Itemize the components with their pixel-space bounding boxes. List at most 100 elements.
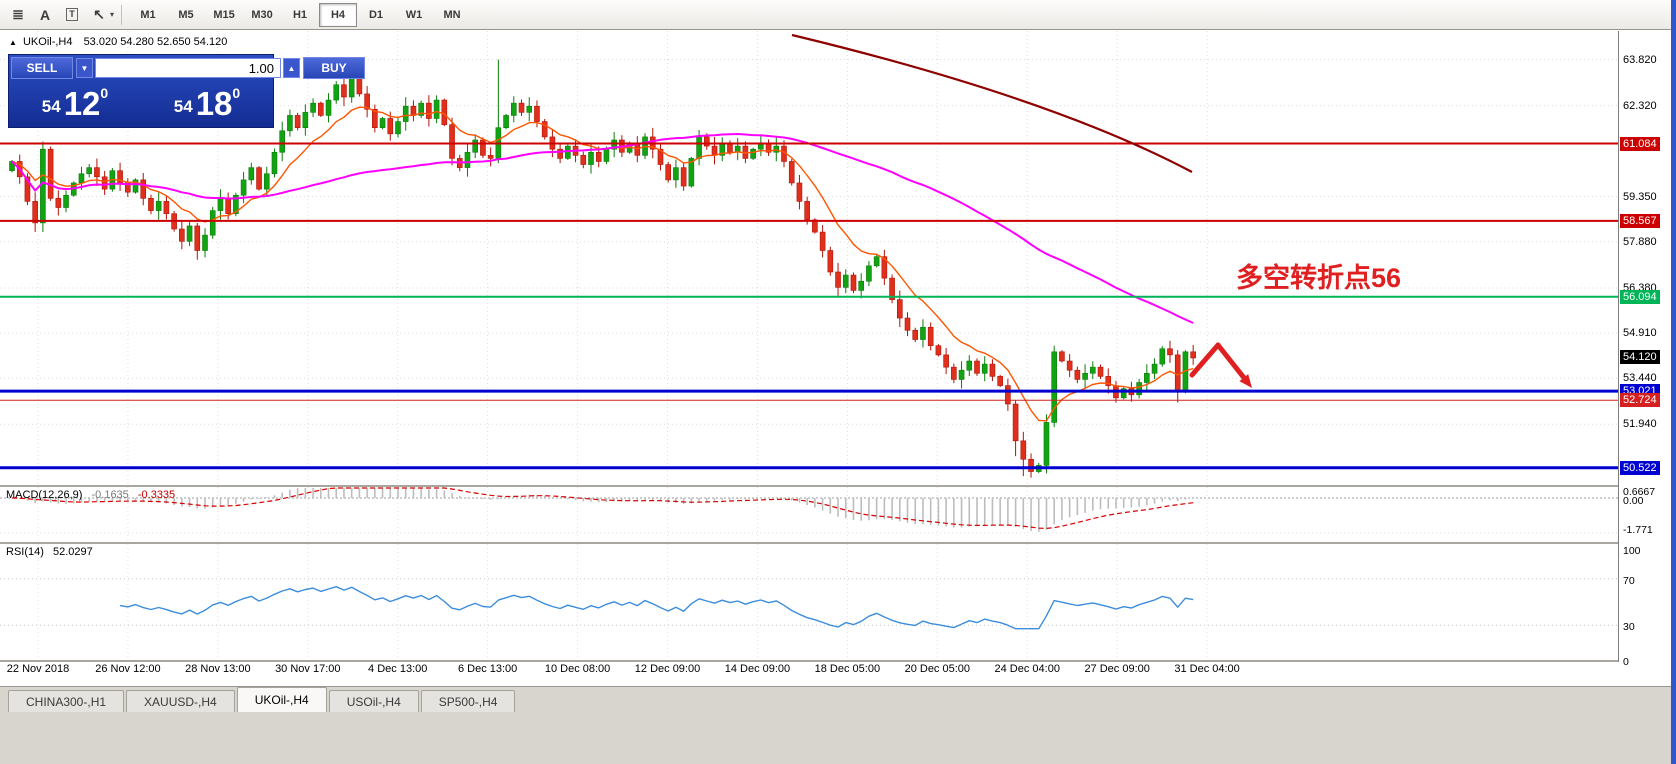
text-box-icon[interactable]: T bbox=[59, 4, 85, 26]
price-tick: 57.880 bbox=[1623, 235, 1657, 248]
fast-ma bbox=[11, 106, 1194, 422]
buy-price-prefix: 54 bbox=[173, 97, 193, 116]
objects-list-icon[interactable]: ≣ bbox=[12, 6, 24, 22]
sell-price[interactable]: 54 12 0 bbox=[9, 81, 141, 125]
symbol-name: UKOil-,H4 bbox=[22, 36, 73, 48]
chevron-down-icon[interactable]: ▾ bbox=[110, 10, 115, 19]
text-label-icon[interactable]: A bbox=[39, 6, 51, 23]
buy-price-sup: 0 bbox=[232, 85, 241, 101]
tool-icons: ≣ A T ↖ bbox=[5, 4, 113, 26]
timeframe-M5[interactable]: M5 bbox=[178, 8, 194, 21]
one-click-trading-panel: SELL ▼ ▲ BUY 54 12 0 54 18 0 bbox=[8, 54, 365, 128]
rsi-value: 52.0297 bbox=[52, 546, 93, 558]
macd-scale-label: 0.00 bbox=[1623, 495, 1644, 507]
window-bottom-area bbox=[0, 712, 1676, 764]
horizontal-level-lines[interactable] bbox=[0, 142, 1618, 470]
chart-tab-sp500h4[interactable]: SP500-,H4 bbox=[420, 690, 516, 712]
price-axis[interactable]: 63.820 62.320 59.350 57.880 56.380 54.910 53.4… bbox=[1618, 31, 1672, 668]
panel-separator[interactable] bbox=[0, 660, 1671, 662]
rsi-scale-label: 0 bbox=[1623, 656, 1629, 668]
price-tick: 63.820 bbox=[1623, 53, 1657, 66]
macd-signal-value: -0.3335 bbox=[137, 489, 176, 501]
rsi-label: RSI(14) 52.0297 bbox=[6, 546, 93, 558]
volume-input[interactable] bbox=[95, 58, 281, 78]
macd-signal-line bbox=[11, 487, 1194, 530]
macd-panel-canvas[interactable] bbox=[0, 487, 1618, 542]
toolbar-separator bbox=[121, 4, 123, 25]
level-price-label: 50.522 bbox=[1620, 460, 1660, 475]
cursor-icon[interactable]: ↖ bbox=[93, 6, 105, 22]
window-border bbox=[1671, 0, 1676, 764]
symbol-header: ▲ UKOil-,H4 53.020 54.280 52.650 54.120 bbox=[9, 36, 227, 48]
time-label: 6 Dec 13:00 bbox=[457, 663, 518, 675]
rsi-scale-label: 100 bbox=[1623, 545, 1641, 557]
candles bbox=[9, 59, 1196, 478]
timeframe-M1[interactable]: M1 bbox=[140, 8, 156, 21]
macd-name: MACD(12,26,9) bbox=[6, 489, 83, 501]
level-price-label: 58.567 bbox=[1620, 213, 1660, 228]
buy-price-big: 18 bbox=[195, 84, 233, 122]
time-label: 27 Dec 09:00 bbox=[1084, 663, 1150, 675]
arrow-annotation[interactable] bbox=[1189, 342, 1252, 388]
level-price-label: 52.724 bbox=[1620, 393, 1660, 408]
trend-line[interactable] bbox=[791, 33, 1193, 173]
chart-tab-china300h1[interactable]: CHINA300-,H1 bbox=[8, 690, 125, 712]
macd-scale-label: -1.771 bbox=[1623, 524, 1653, 536]
time-label: 4 Dec 13:00 bbox=[368, 663, 428, 675]
rsi-panel-canvas[interactable] bbox=[0, 544, 1618, 660]
time-label: 30 Nov 17:00 bbox=[275, 663, 341, 675]
sell-price-big: 12 bbox=[63, 84, 101, 122]
time-label: 26 Nov 12:00 bbox=[95, 663, 161, 675]
price-tick: 51.940 bbox=[1623, 418, 1657, 431]
chart-tab-ukoilh4[interactable]: UKOil-,H4 bbox=[236, 687, 327, 712]
chart-tab-xauusdh4[interactable]: XAUUSD-,H4 bbox=[126, 690, 235, 712]
rsi-scale-label: 70 bbox=[1623, 575, 1635, 587]
chart-tab-usoilh4[interactable]: USOil-,H4 bbox=[328, 690, 419, 712]
time-label: 28 Nov 13:00 bbox=[185, 663, 251, 675]
panel-separator[interactable] bbox=[0, 542, 1671, 544]
time-axis[interactable]: 22 Nov 2018 26 Nov 12:00 28 Nov 13:00 30 No… bbox=[0, 663, 1618, 683]
collapse-triangle-icon[interactable]: ▲ bbox=[9, 38, 17, 47]
buy-button[interactable]: BUY bbox=[303, 57, 365, 79]
sell-price-prefix: 54 bbox=[41, 97, 61, 116]
timeframe-MN[interactable]: MN bbox=[443, 8, 461, 21]
buy-price[interactable]: 54 18 0 bbox=[141, 81, 273, 125]
level-price-label: 61.084 bbox=[1620, 136, 1660, 151]
main-chart-canvas[interactable] bbox=[0, 31, 1618, 485]
macd-main-value: -0.1635 bbox=[91, 489, 129, 501]
chart-tabs-bar: CHINA300-,H1 XAUUSD-,H4 UKOil-,H4 USOil-,H4… bbox=[0, 686, 1676, 712]
time-label: 22 Nov 2018 bbox=[6, 663, 70, 675]
time-label: 14 Dec 09:00 bbox=[724, 663, 791, 675]
macd-scale-label: 0.6667 bbox=[1623, 486, 1656, 498]
timeframe-M30[interactable]: M30 bbox=[251, 8, 273, 21]
volume-increase-button[interactable]: ▲ bbox=[283, 58, 300, 78]
time-label: 31 Dec 04:00 bbox=[1174, 663, 1240, 675]
price-tick: 53.440 bbox=[1623, 372, 1657, 385]
time-label: 20 Dec 05:00 bbox=[904, 663, 971, 675]
time-label: 12 Dec 09:00 bbox=[634, 663, 701, 675]
chart-annotation-text[interactable]: 多空转折点56 bbox=[1236, 263, 1402, 293]
ohlc-values: 53.020 54.280 52.650 54.120 bbox=[83, 36, 228, 48]
price-tick: 54.910 bbox=[1623, 327, 1657, 340]
time-label: 10 Dec 08:00 bbox=[544, 663, 611, 675]
timeframe-M15[interactable]: M15 bbox=[213, 8, 235, 21]
level-price-label: 56.094 bbox=[1620, 289, 1660, 304]
rsi-line bbox=[119, 586, 1194, 630]
price-tick: 62.320 bbox=[1623, 99, 1657, 112]
timeframe-D1[interactable]: D1 bbox=[368, 8, 384, 21]
toolbar: ≣ A T ↖ ▾ M1 M5 M15 M30 H1 H4 D1 W1 MN bbox=[0, 0, 1676, 30]
price-tick: 59.350 bbox=[1623, 190, 1657, 203]
timeframe-W1[interactable]: W1 bbox=[405, 8, 423, 21]
rsi-name: RSI(14) bbox=[6, 546, 44, 558]
timeframe-H1[interactable]: H1 bbox=[292, 8, 308, 21]
current-price-label: 54.120 bbox=[1620, 350, 1660, 365]
sell-button[interactable]: SELL bbox=[11, 57, 73, 79]
time-label: 18 Dec 05:00 bbox=[814, 663, 881, 675]
timeframe-buttons: M1 M5 M15 M30 H1 H4 D1 W1 MN bbox=[129, 2, 471, 27]
volume-decrease-button[interactable]: ▼ bbox=[76, 58, 93, 78]
time-label: 24 Dec 04:00 bbox=[994, 663, 1060, 675]
panel-separator[interactable] bbox=[0, 485, 1671, 487]
timeframe-H4[interactable]: H4 bbox=[319, 2, 358, 27]
slow-ma bbox=[11, 133, 1194, 324]
